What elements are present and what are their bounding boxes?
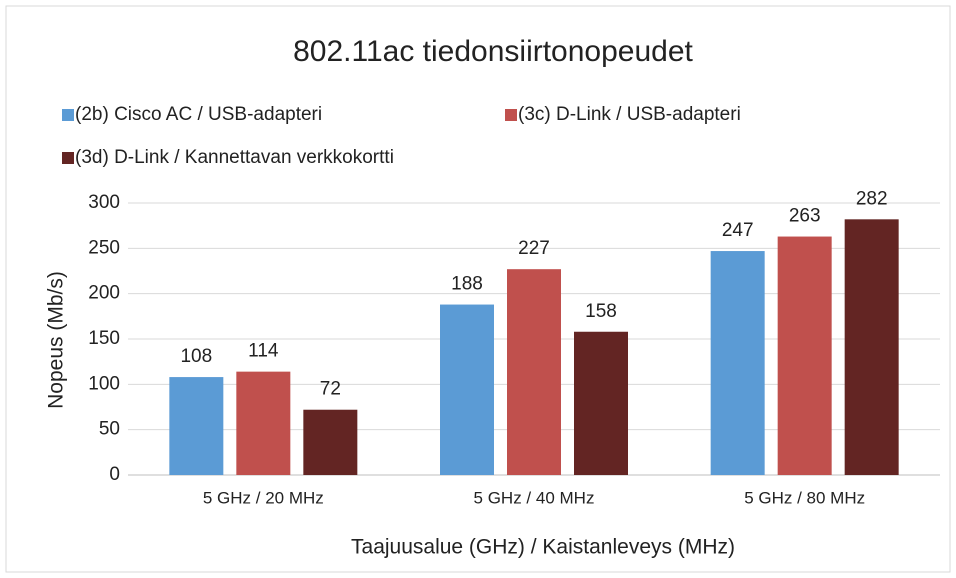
y-tick-label: 250 — [88, 237, 120, 258]
data-label: 72 — [320, 379, 341, 400]
legend-label: (3c) D-Link / USB-adapteri — [518, 104, 741, 125]
chart-title: 802.11ac tiedonsiirtonopeudet — [293, 35, 693, 68]
y-tick-label: 50 — [99, 419, 120, 440]
data-label: 247 — [722, 220, 754, 241]
x-tick-label: 5 GHz / 20 MHz — [203, 488, 324, 507]
legend-label: (3d) D-Link / Kannettavan verkkokortti — [75, 147, 394, 168]
y-tick-label: 0 — [109, 464, 120, 485]
data-label: 188 — [451, 274, 483, 295]
data-label: 114 — [248, 341, 279, 362]
data-label: 282 — [856, 188, 888, 209]
bar — [236, 371, 291, 475]
bar — [507, 269, 561, 475]
y-axis-title: Nopeus (Mb/s) — [45, 271, 68, 409]
legend-swatch — [62, 152, 74, 164]
bar — [303, 409, 358, 475]
bar — [169, 377, 224, 475]
legend-label: (2b) Cisco AC / USB-adapteri — [75, 104, 322, 125]
data-label: 108 — [180, 346, 212, 367]
legend-swatch — [505, 109, 517, 121]
data-label: 227 — [518, 238, 550, 259]
bar — [440, 304, 494, 475]
y-tick-label: 200 — [88, 283, 120, 304]
bar — [574, 331, 628, 475]
y-tick-label: 300 — [88, 192, 120, 213]
x-tick-label: 5 GHz / 40 MHz — [474, 488, 595, 507]
data-label: 263 — [789, 206, 821, 227]
bar — [844, 219, 899, 475]
x-axis-title: Taajuusalue (GHz) / Kaistanleveys (MHz) — [351, 536, 735, 559]
data-label: 158 — [585, 301, 617, 322]
bar — [710, 251, 765, 475]
y-tick-label: 150 — [88, 328, 120, 349]
legend-swatch — [62, 109, 74, 121]
y-tick-label: 100 — [88, 373, 120, 394]
x-tick-label: 5 GHz / 80 MHz — [744, 488, 865, 507]
bar — [777, 236, 832, 475]
